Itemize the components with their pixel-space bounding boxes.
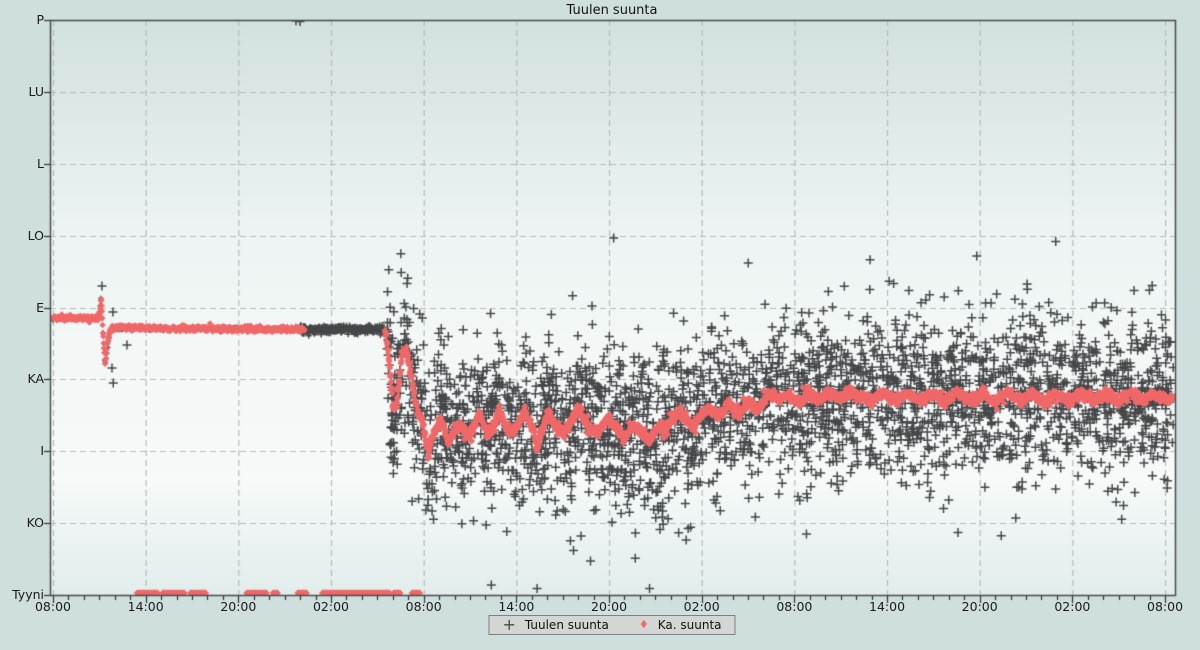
- y-tick-label: E: [36, 299, 44, 315]
- x-tick-label: 08:00: [405, 599, 442, 614]
- diamond-marker-icon: ♦: [638, 618, 649, 631]
- y-tick-label: I: [40, 443, 44, 459]
- x-tick-label: 08:00: [1147, 599, 1184, 614]
- x-tick-label: 20:00: [591, 599, 628, 614]
- x-tick-label: 08:00: [776, 599, 813, 614]
- y-tick-label: LO: [27, 227, 44, 243]
- x-tick-label: 02:00: [683, 599, 720, 614]
- legend-label: Ka. suunta: [657, 618, 722, 632]
- x-tick-label: 20:00: [220, 599, 257, 614]
- y-tick-label: L: [37, 155, 44, 171]
- legend-label: Tuulen suunta: [524, 618, 609, 632]
- x-tick-label: 14:00: [869, 599, 906, 614]
- x-tick-label: 20:00: [961, 599, 998, 614]
- legend-item-ka-suunta: ♦ Ka. suunta: [639, 618, 722, 632]
- plus-marker-icon: +: [502, 615, 516, 634]
- y-tick-label: KA: [27, 371, 44, 387]
- x-tick-label: 14:00: [498, 599, 535, 614]
- x-tick-label: 14:00: [127, 599, 164, 614]
- x-tick-label: 02:00: [1054, 599, 1091, 614]
- y-tick-label: P: [36, 12, 44, 27]
- x-tick-label: 08:00: [34, 599, 72, 614]
- y-tick-label: Tyyni: [12, 587, 44, 602]
- chart-title: Tuulen suunta: [566, 3, 658, 18]
- x-tick-label: 02:00: [312, 599, 350, 614]
- y-tick-label: KO: [26, 515, 44, 531]
- legend-item-tuulen-suunta: + Tuulen suunta: [502, 615, 609, 634]
- chart-legend: + Tuulen suunta ♦ Ka. suunta: [488, 615, 736, 635]
- y-tick-label: LU: [28, 83, 45, 99]
